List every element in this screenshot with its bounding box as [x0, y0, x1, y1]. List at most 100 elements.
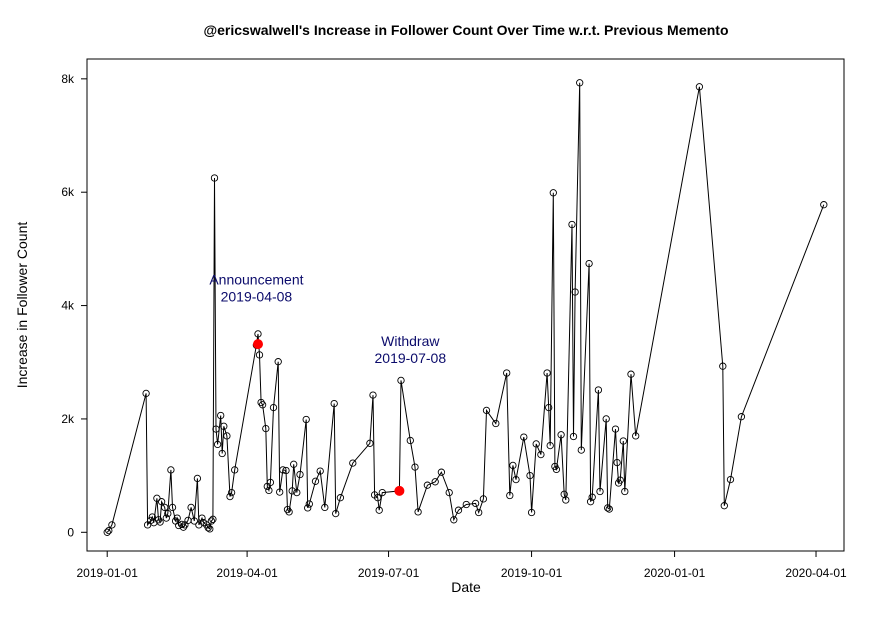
- data-point: [479, 495, 488, 503]
- data-point: [193, 474, 202, 483]
- data-point: [568, 220, 576, 229]
- data-point: [431, 478, 439, 486]
- data-point: [503, 369, 511, 377]
- data-point: [311, 477, 320, 485]
- data-point: [512, 475, 520, 484]
- data-point: [330, 399, 338, 408]
- highlight-point: [253, 339, 263, 350]
- data-point: [195, 521, 203, 529]
- data-point: [156, 518, 164, 526]
- data-point: [210, 174, 219, 182]
- y-tick-label: 0: [67, 525, 74, 539]
- data-point: [397, 376, 405, 385]
- data-point: [719, 362, 727, 370]
- annotation-date: 2019-04-08: [221, 289, 293, 305]
- data-point: [586, 498, 595, 506]
- data-point: [162, 514, 170, 522]
- data-point: [167, 466, 175, 474]
- data-point: [605, 505, 613, 513]
- data-point: [737, 413, 746, 421]
- y-tick-label: 8k: [61, 72, 75, 86]
- data-point: [414, 508, 422, 516]
- data-point: [375, 506, 383, 514]
- data-point: [613, 458, 621, 467]
- x-tick-label: 2020-04-01: [785, 566, 847, 580]
- data-point: [588, 493, 596, 501]
- y-axis-label: Increase in Follower Count: [14, 222, 30, 389]
- data-point: [462, 500, 470, 509]
- x-axis-label: Date: [451, 579, 481, 595]
- data-point: [527, 508, 536, 517]
- data-point: [257, 398, 265, 407]
- data-point: [492, 419, 500, 428]
- data-point: [206, 525, 214, 533]
- data-point: [506, 491, 514, 500]
- data-point: [164, 509, 172, 518]
- data-point: [207, 517, 216, 525]
- data-point: [695, 83, 704, 91]
- data-point: [296, 470, 304, 479]
- data-point: [520, 433, 528, 441]
- annotation-date: 2019-07-08: [375, 350, 447, 366]
- data-point: [265, 486, 273, 495]
- data-point: [276, 488, 284, 496]
- data-point: [411, 463, 419, 471]
- data-point: [161, 503, 169, 512]
- data-point: [187, 503, 195, 512]
- data-point: [450, 516, 458, 524]
- data-point: [374, 494, 382, 502]
- data-point: [282, 466, 290, 475]
- annotation-label: Announcement: [209, 272, 303, 288]
- data-point: [217, 411, 225, 420]
- data-point: [475, 508, 483, 517]
- y-tick-label: 2k: [61, 412, 75, 426]
- data-point: [316, 467, 324, 475]
- data-point: [349, 459, 357, 467]
- data-point: [720, 502, 728, 510]
- data-point: [616, 476, 624, 484]
- data-point: [369, 391, 377, 399]
- data-point: [585, 259, 593, 268]
- x-tick-label: 2020-01-01: [644, 566, 706, 580]
- data-point: [726, 475, 735, 484]
- data-point: [621, 487, 629, 496]
- highlight-point: [394, 485, 405, 496]
- data-point: [454, 506, 463, 514]
- data-point: [537, 450, 545, 459]
- data-point: [549, 189, 557, 197]
- data-point: [619, 437, 627, 445]
- data-point: [602, 415, 610, 423]
- data-point: [226, 492, 234, 501]
- data-point: [423, 481, 432, 489]
- data-point: [255, 351, 264, 359]
- data-point: [437, 468, 446, 476]
- data-point: [290, 460, 298, 468]
- data-point: [262, 424, 270, 433]
- x-tick-label: 2019-04-01: [216, 566, 278, 580]
- data-point: [594, 386, 603, 394]
- data-point: [302, 415, 310, 424]
- data-point: [108, 521, 116, 529]
- data-point: [336, 494, 345, 502]
- data-point: [445, 488, 453, 497]
- x-tick-label: 2019-01-01: [77, 566, 139, 580]
- data-point: [254, 330, 262, 338]
- data-point: [179, 523, 188, 531]
- data-point: [569, 432, 578, 441]
- data-point: [562, 496, 570, 504]
- data-point: [269, 403, 278, 412]
- data-point: [168, 503, 177, 512]
- x-tick-label: 2019-10-01: [501, 566, 563, 580]
- data-point: [332, 509, 340, 518]
- data-point: [632, 432, 640, 440]
- data-point: [227, 488, 236, 497]
- x-axis: 2019-01-01 2019-04-01 2019-07-01 2019-10-01…: [77, 550, 847, 580]
- data-point: [266, 478, 275, 487]
- data-point: [198, 514, 206, 522]
- data-point: [305, 500, 313, 508]
- data-point: [471, 499, 480, 508]
- data-point: [173, 514, 181, 522]
- data-point: [604, 504, 612, 512]
